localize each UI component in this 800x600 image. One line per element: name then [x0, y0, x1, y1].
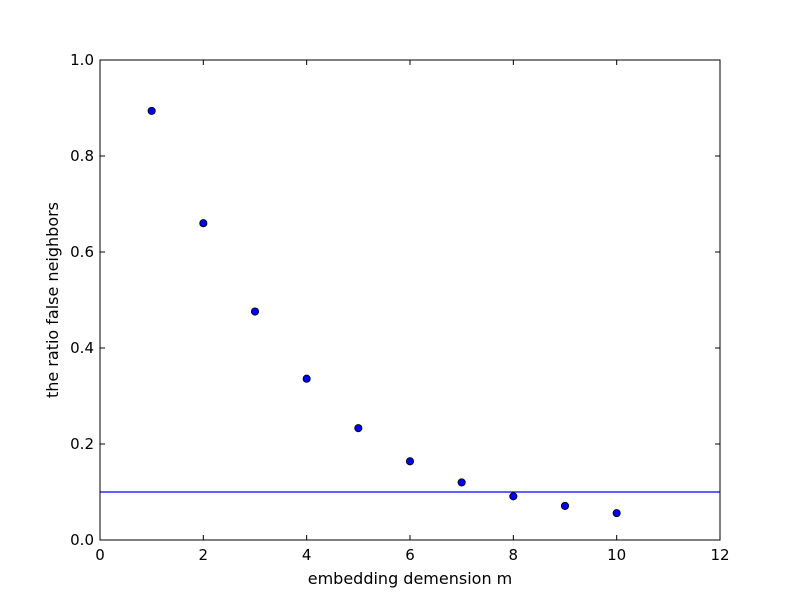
data-point	[457, 478, 466, 487]
data-point	[612, 509, 621, 518]
data-point	[560, 501, 570, 510]
data-point	[405, 457, 415, 466]
y-tick-label: 0.4	[70, 339, 94, 357]
data-points	[147, 106, 621, 518]
plot-border	[99, 59, 721, 541]
data-point	[509, 492, 518, 501]
x-tick-label: 10	[607, 546, 626, 564]
x-tick-label: 6	[405, 546, 415, 564]
data-point	[250, 307, 260, 316]
y-tick-label: 1.0	[70, 51, 94, 69]
x-tick-label: 8	[509, 546, 519, 564]
x-tick-label: 2	[199, 546, 209, 564]
y-axis-label: the ratio false neighbors	[43, 202, 62, 398]
x-tick-label: 4	[302, 546, 312, 564]
y-tick-label: 0.0	[70, 531, 94, 549]
y-tick-label: 0.8	[70, 147, 94, 165]
y-tick-label: 0.6	[70, 243, 94, 261]
plot-area	[100, 60, 720, 540]
data-point	[302, 374, 311, 383]
y-tick-labels: 0.0 0.2 0.4 0.6 0.8 1.0	[70, 51, 94, 549]
y-tick-label: 0.2	[70, 435, 94, 453]
x-tick-labels: 0 2 4 6 8 10 12	[95, 546, 729, 564]
data-point	[199, 219, 208, 228]
data-point	[147, 106, 156, 115]
x-axis-label: embedding demension m	[308, 569, 513, 588]
x-tick-label: 12	[710, 546, 729, 564]
x-tick-label: 0	[95, 546, 105, 564]
data-point	[354, 424, 363, 433]
